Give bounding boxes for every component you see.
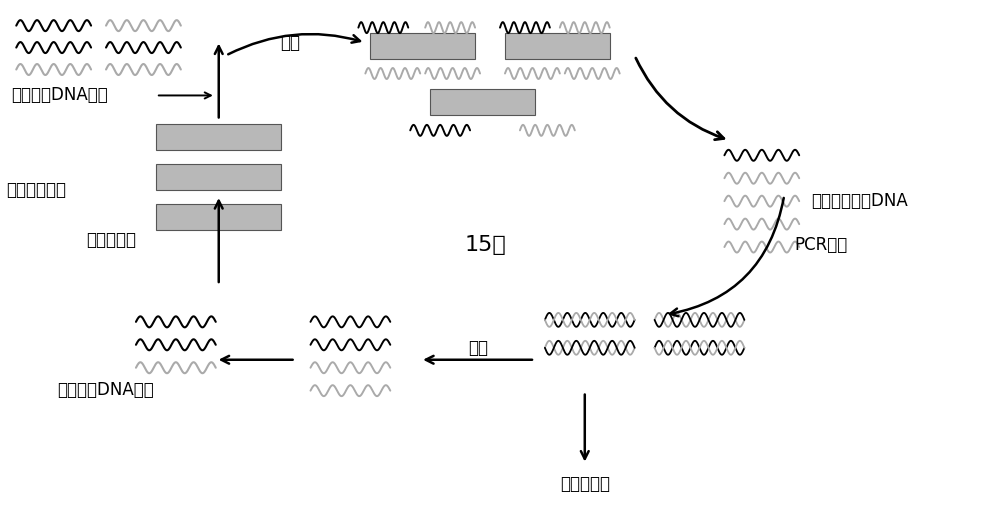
Text: 15轮: 15轮 <box>464 235 506 255</box>
Text: 下一轮筛选: 下一轮筛选 <box>86 231 136 249</box>
Text: 绿色魏斯氏菌: 绿色魏斯氏菌 <box>6 181 66 199</box>
Bar <box>430 90 535 116</box>
Text: 酶切: 酶切 <box>468 339 488 357</box>
Bar <box>505 33 610 58</box>
Text: 不结合的单链DNA: 不结合的单链DNA <box>811 192 908 210</box>
Text: 克隆、测序: 克隆、测序 <box>560 475 610 493</box>
Bar <box>370 33 475 58</box>
Text: 初始单链DNA文库: 初始单链DNA文库 <box>11 86 108 104</box>
Text: PCR扩增: PCR扩增 <box>794 236 847 254</box>
Text: 次级单链DNA文库: 次级单链DNA文库 <box>58 381 154 399</box>
Bar <box>156 164 281 190</box>
Text: 孵育: 孵育 <box>281 33 301 51</box>
Bar <box>156 204 281 230</box>
Bar <box>156 125 281 151</box>
